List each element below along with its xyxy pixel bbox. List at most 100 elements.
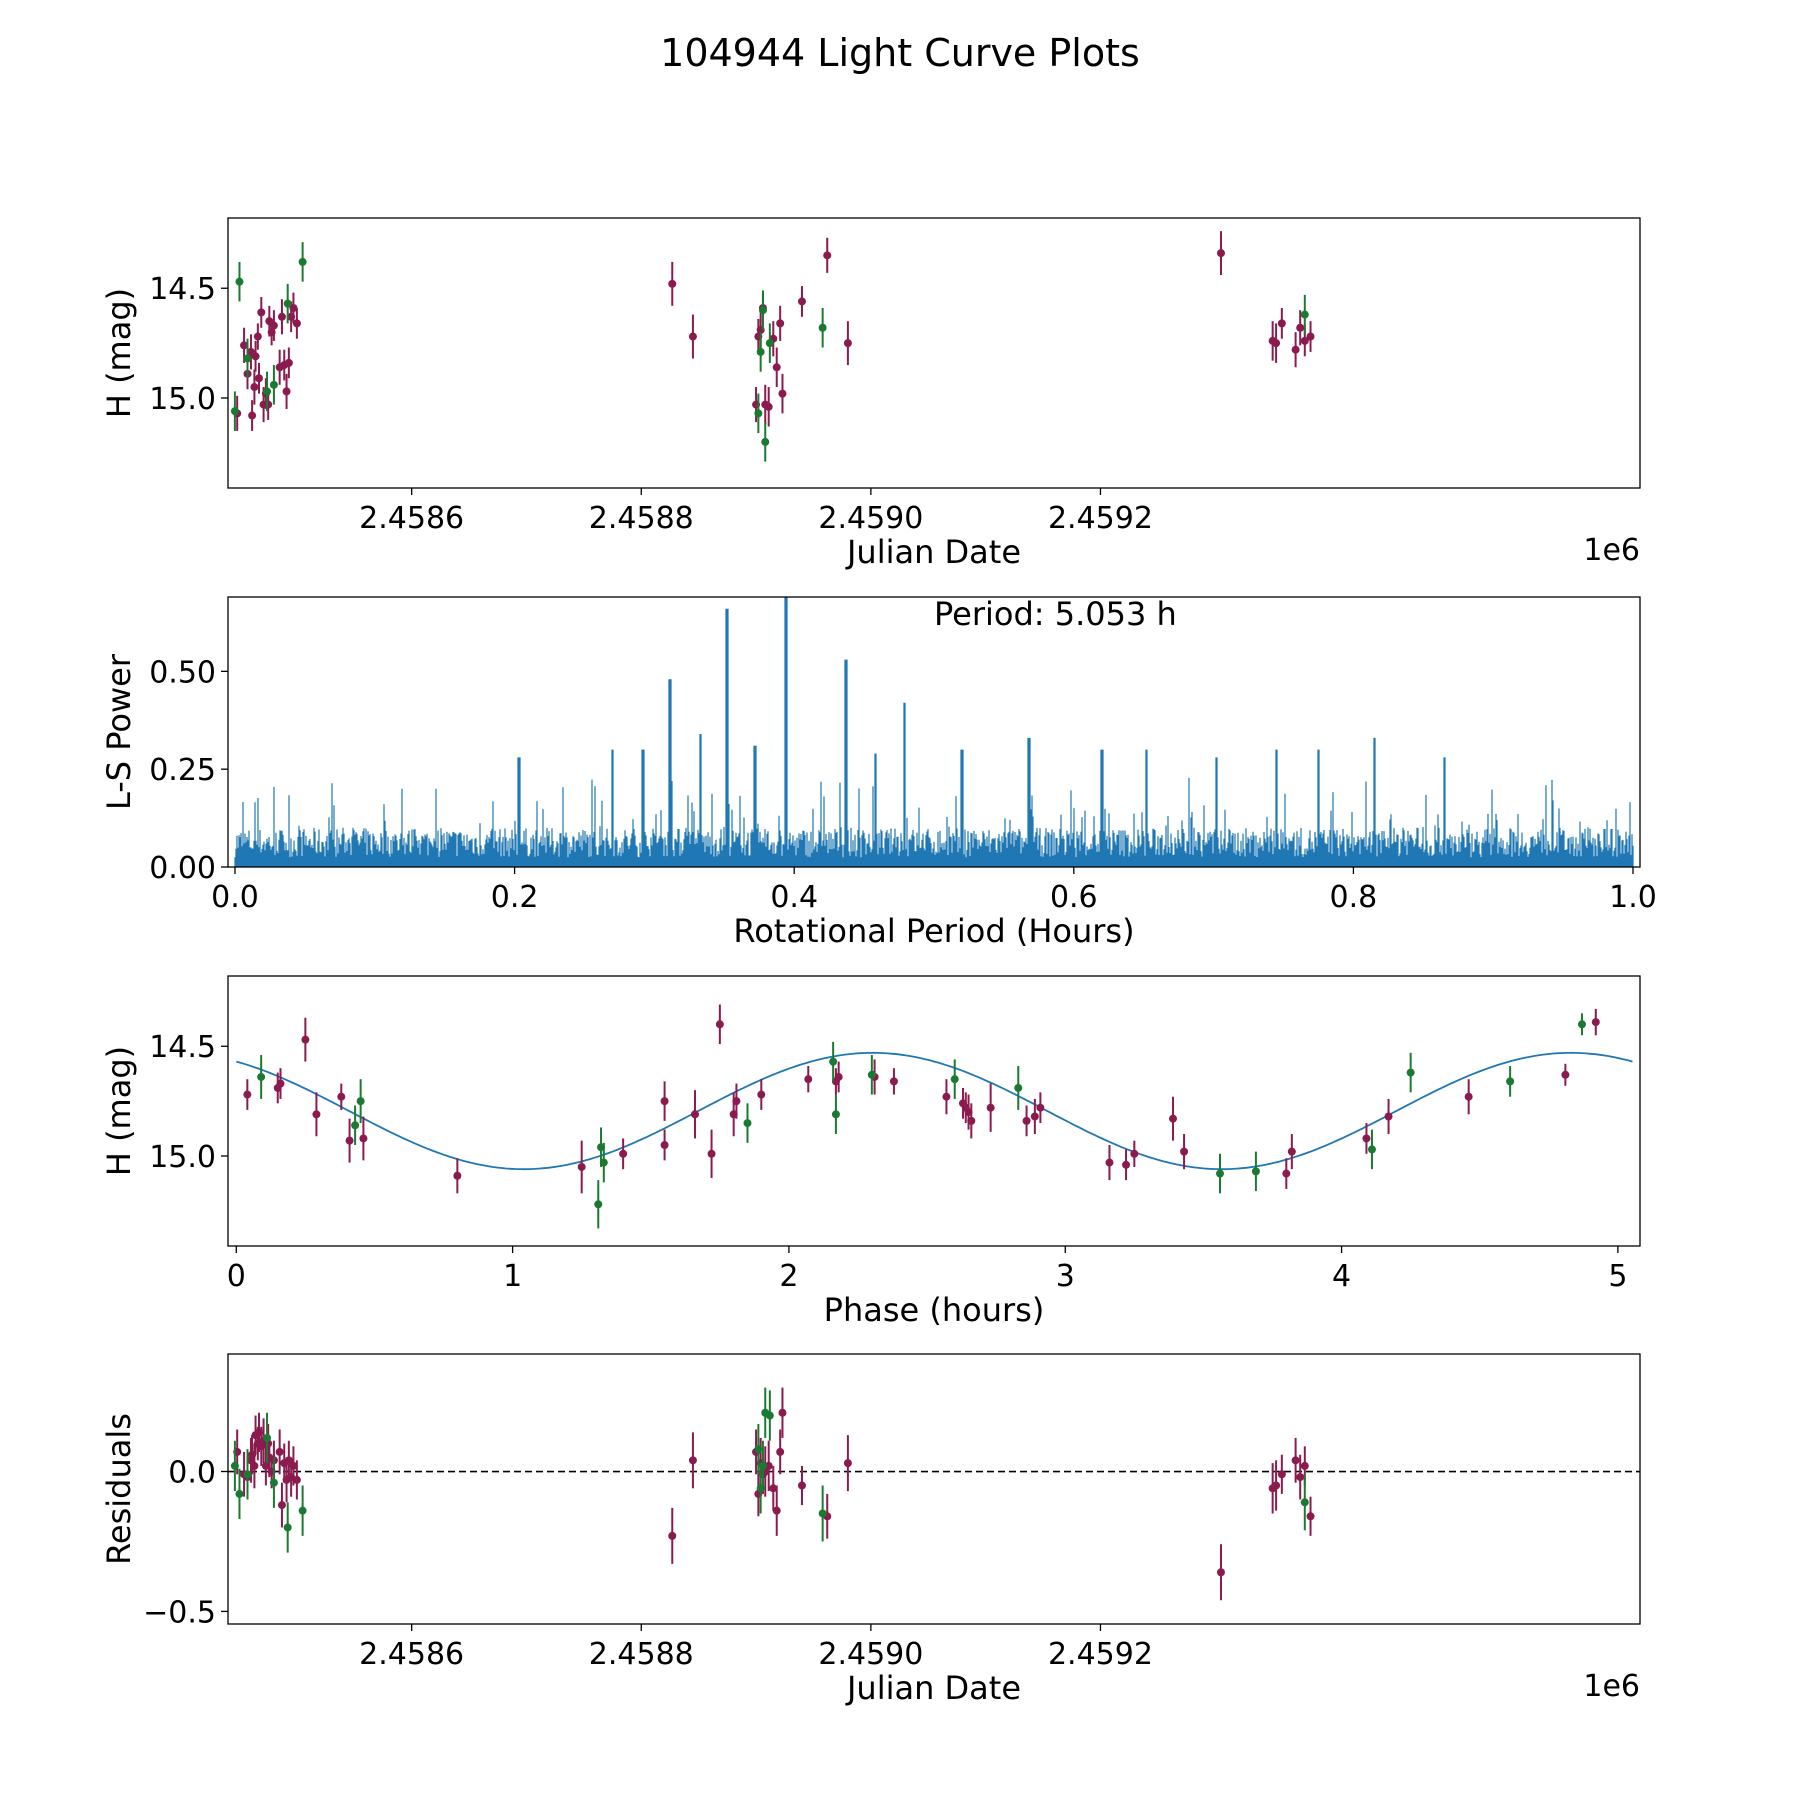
data-point-green — [756, 347, 765, 356]
data-point-magenta — [690, 1110, 699, 1119]
x-tick-label: 2.4592 — [1048, 501, 1153, 536]
data-point-magenta — [778, 389, 787, 398]
residuals-panel: 2.4586 2.4588 2.4590 2.4592 0.0 −0.5 Julian Da… — [100, 1353, 1641, 1707]
y-tick-label: 14.5 — [149, 1030, 216, 1065]
data-point-magenta — [453, 1171, 462, 1180]
data-point-magenta — [1272, 1481, 1281, 1490]
data-point-magenta — [707, 1149, 716, 1158]
periodogram-panel: 0.0 0.2 0.4 0.6 0.8 1.0 0.00 0.25 0.50 Rotational… — [100, 595, 1657, 950]
data-point-green — [351, 1121, 360, 1130]
data-point-magenta — [292, 1475, 301, 1484]
data-point-magenta — [1296, 323, 1305, 332]
data-point-magenta — [1169, 1114, 1178, 1123]
data-point-magenta — [834, 1072, 843, 1081]
data-point-green — [230, 407, 239, 416]
data-point-magenta — [1277, 1470, 1286, 1479]
y-tick-label: 14.5 — [149, 272, 216, 307]
data-point-magenta — [359, 1134, 368, 1143]
data-point-magenta — [776, 319, 785, 328]
y-axis-label: L-S Power — [100, 653, 138, 810]
data-point-magenta — [301, 1035, 310, 1044]
data-point-magenta — [292, 319, 301, 328]
data-point-green — [829, 1057, 838, 1066]
data-point-magenta — [289, 1461, 298, 1470]
x-axis-label: Julian Date — [845, 1669, 1021, 1707]
data-point-magenta — [1291, 345, 1300, 354]
residuals-plot-area — [228, 1387, 1640, 1601]
data-point-green — [235, 1489, 244, 1498]
data-point-green — [243, 1470, 252, 1479]
y-axis-label: Residuals — [100, 1413, 138, 1565]
periodogram-frame — [227, 596, 1641, 868]
data-point-magenta — [764, 402, 773, 411]
data-point-magenta — [1561, 1070, 1570, 1079]
data-point-green — [1014, 1083, 1023, 1092]
data-point-magenta — [253, 332, 262, 341]
data-point-magenta — [1216, 249, 1225, 258]
x-tick-label: 2.4588 — [589, 501, 694, 536]
data-point-magenta — [715, 1020, 724, 1029]
data-point-magenta — [254, 374, 263, 383]
x-tick-label: 2.4586 — [359, 1637, 464, 1672]
data-point-green — [765, 1411, 774, 1420]
data-point-green — [1300, 310, 1309, 319]
data-point-green — [1251, 1167, 1260, 1176]
data-point-magenta — [1384, 1112, 1393, 1121]
y-tick-label: 0.25 — [149, 753, 216, 788]
data-point-magenta — [289, 304, 298, 312]
data-point-magenta — [986, 1103, 995, 1112]
data-point-magenta — [1464, 1092, 1473, 1101]
data-point-magenta — [1282, 1169, 1291, 1178]
data-point-magenta — [1180, 1147, 1189, 1156]
data-point-green — [283, 299, 292, 308]
data-point-green — [950, 1075, 959, 1084]
data-point-magenta — [577, 1162, 586, 1171]
data-point-magenta — [688, 332, 697, 341]
data-point-magenta — [257, 308, 266, 317]
data-point-magenta — [312, 1110, 321, 1119]
x-axis-label: Phase (hours) — [824, 1291, 1045, 1329]
y-tick-label: −0.5 — [143, 1595, 216, 1630]
y-axis-label: H (mag) — [100, 1046, 138, 1176]
data-point-magenta — [772, 363, 781, 372]
data-point-magenta — [1036, 1103, 1045, 1112]
light-curve-panel: 2.4586 2.4588 2.4590 2.4592 15.0 14.5 Julian D… — [100, 217, 1641, 571]
x-axis-label: Rotational Period (Hours) — [733, 912, 1134, 950]
figure-title: 104944 Light Curve Plots — [660, 31, 1140, 75]
data-point-magenta — [264, 400, 273, 409]
data-point-green — [356, 1097, 365, 1106]
data-point-magenta — [668, 279, 677, 288]
data-point-green — [754, 409, 763, 418]
data-point-green — [743, 1119, 752, 1128]
data-point-magenta — [769, 1484, 778, 1493]
data-point-magenta — [1272, 339, 1281, 348]
data-point-magenta — [764, 1461, 773, 1470]
data-point-magenta — [688, 1456, 697, 1465]
data-point-magenta — [250, 1461, 259, 1470]
data-point-magenta — [889, 1077, 898, 1086]
data-point-magenta — [261, 1461, 270, 1470]
data-point-magenta — [250, 383, 259, 392]
data-point-magenta — [1362, 1134, 1371, 1143]
phase-folded-plot-area — [236, 1004, 1633, 1229]
data-point-magenta — [619, 1149, 628, 1158]
data-point-green — [818, 323, 827, 332]
data-point-green — [1215, 1169, 1224, 1178]
data-point-magenta — [804, 1075, 813, 1084]
data-point-green — [298, 257, 307, 266]
phase-folded-panel: 0 1 2 3 4 5 15.0 14.5 Phase (hours) H (mag) — [100, 975, 1641, 1329]
data-point-green — [269, 380, 278, 389]
data-point-green — [818, 1509, 827, 1518]
data-point-magenta — [1030, 1112, 1039, 1121]
light-curve-plot-area — [230, 231, 1315, 462]
data-point-magenta — [1296, 1473, 1305, 1482]
x-tick-label: 2.4588 — [589, 1637, 694, 1672]
data-point-magenta — [240, 341, 249, 350]
data-point-green — [867, 1070, 876, 1079]
data-point-green — [1506, 1077, 1515, 1086]
data-point-magenta — [1300, 336, 1309, 345]
data-point-magenta — [797, 297, 806, 306]
power-spectrum-line — [234, 597, 1634, 867]
data-point-green — [263, 387, 272, 396]
